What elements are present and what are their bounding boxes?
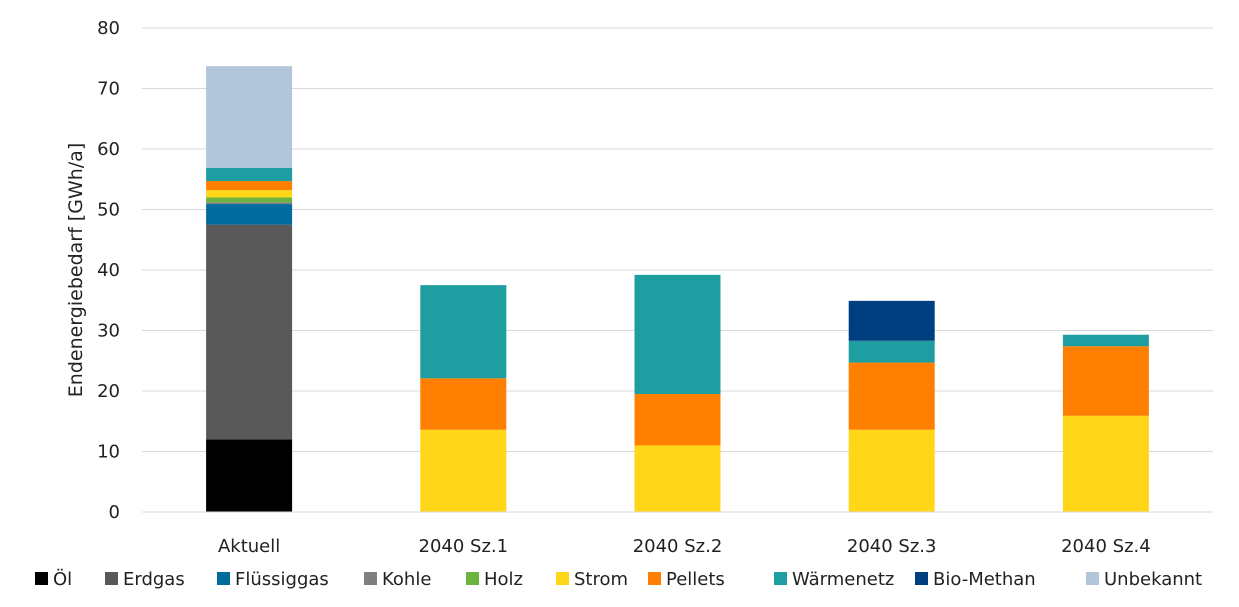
x-tick-label: 2040 Sz.2 bbox=[633, 536, 723, 557]
bar-segment-3-5 bbox=[848, 429, 935, 512]
legend-label: Strom bbox=[574, 569, 628, 590]
bar-segment-0-7 bbox=[206, 167, 293, 182]
y-tick-label: 80 bbox=[97, 18, 120, 39]
grid-lines bbox=[142, 27, 1213, 513]
x-axis-ticks: Aktuell 2040 Sz.1 2040 Sz.2 2040 Sz.3 2040 S… bbox=[218, 536, 1151, 557]
y-tick-label: 50 bbox=[97, 200, 120, 221]
bar-segment-2-7 bbox=[634, 274, 721, 395]
bar-segment-1-5 bbox=[420, 429, 507, 512]
y-axis-label: Endenergiebedarf [GWh/a] bbox=[65, 143, 87, 397]
legend-swatch bbox=[364, 572, 377, 585]
legend-swatch bbox=[35, 572, 48, 585]
y-tick-label: 70 bbox=[97, 79, 120, 100]
y-tick-label: 0 bbox=[109, 502, 120, 523]
x-tick-label: 2040 Sz.1 bbox=[419, 536, 509, 557]
y-tick-label: 10 bbox=[97, 442, 120, 463]
bar-segment-4-7 bbox=[1062, 334, 1149, 347]
legend-label: Erdgas bbox=[123, 569, 185, 590]
y-tick-label: 60 bbox=[97, 139, 120, 160]
bar-segment-0-3 bbox=[206, 202, 293, 205]
legend-swatch bbox=[1086, 572, 1099, 585]
legend-swatch bbox=[217, 572, 230, 585]
bars bbox=[142, 66, 1213, 513]
legend-label: Bio-Methan bbox=[933, 569, 1036, 590]
bar-segment-0-6 bbox=[206, 181, 293, 191]
bar-segment-0-9 bbox=[206, 66, 293, 168]
bar-segment-2-5 bbox=[634, 445, 721, 512]
bar-segment-2-6 bbox=[634, 394, 721, 446]
bar-segment-3-7 bbox=[848, 340, 935, 363]
legend-swatch bbox=[774, 572, 787, 585]
bar-segment-0-1 bbox=[206, 224, 293, 440]
bar-segment-3-8 bbox=[848, 300, 935, 341]
bar-segment-0-5 bbox=[206, 190, 293, 198]
y-tick-label: 20 bbox=[97, 381, 120, 402]
y-tick-label: 40 bbox=[97, 260, 120, 281]
y-tick-label: 30 bbox=[97, 321, 120, 342]
legend-label: Unbekannt bbox=[1104, 569, 1202, 590]
legend-swatch bbox=[915, 572, 928, 585]
x-tick-label: 2040 Sz.4 bbox=[1061, 536, 1151, 557]
bar-segment-4-5 bbox=[1062, 415, 1149, 512]
legend-label: Flüssiggas bbox=[235, 569, 329, 590]
y-axis-ticks: 0 10 20 30 40 50 60 70 80 bbox=[97, 18, 120, 523]
bar-segment-0-0 bbox=[206, 439, 293, 512]
bar-segment-1-7 bbox=[420, 285, 507, 379]
bar-segment-4-6 bbox=[1062, 346, 1149, 416]
bar-segment-3-6 bbox=[848, 362, 935, 430]
x-tick-label: 2040 Sz.3 bbox=[847, 536, 937, 557]
legend-swatch bbox=[556, 572, 569, 585]
legend-label: Wärmenetz bbox=[792, 569, 894, 590]
bar-segment-1-6 bbox=[420, 378, 507, 430]
legend-label: Kohle bbox=[382, 569, 431, 590]
x-tick-label: Aktuell bbox=[218, 536, 280, 557]
legend-swatch bbox=[648, 572, 661, 585]
legend-label: Pellets bbox=[666, 569, 725, 590]
bar-segment-0-2 bbox=[206, 204, 293, 225]
bar-segment-0-4 bbox=[206, 197, 293, 203]
legend-label: Öl bbox=[53, 568, 72, 590]
legend: Öl Erdgas Flüssiggas Kohle Holz Strom Pellets W… bbox=[35, 568, 1202, 590]
legend-swatch bbox=[105, 572, 118, 585]
legend-label: Holz bbox=[484, 569, 523, 590]
legend-swatch bbox=[466, 572, 479, 585]
